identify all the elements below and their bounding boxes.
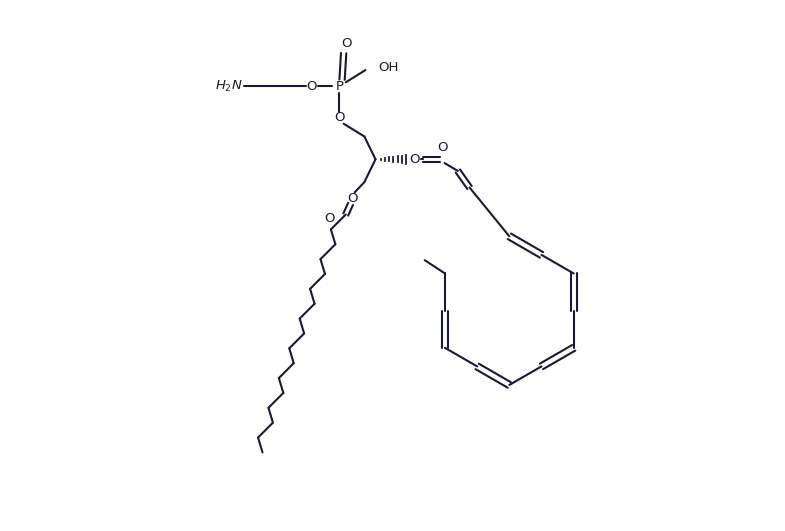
Text: O: O xyxy=(341,37,352,50)
Text: O: O xyxy=(438,141,448,153)
Text: O: O xyxy=(306,80,317,92)
Text: O: O xyxy=(410,153,420,166)
Text: O: O xyxy=(324,212,335,225)
Text: O: O xyxy=(334,112,345,124)
Text: OH: OH xyxy=(378,62,399,74)
Text: $H_2N$: $H_2N$ xyxy=(215,79,243,93)
Text: P: P xyxy=(335,80,343,92)
Text: O: O xyxy=(348,192,358,204)
